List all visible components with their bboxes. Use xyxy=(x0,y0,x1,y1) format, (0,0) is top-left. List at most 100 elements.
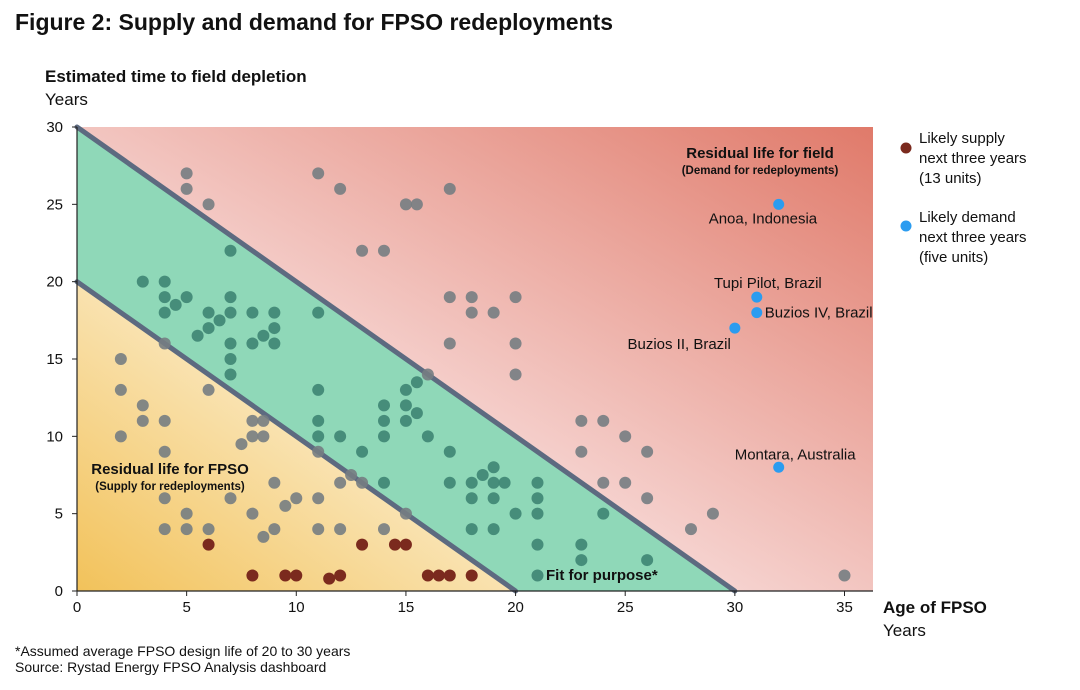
demand-point xyxy=(773,198,785,210)
fpso-point xyxy=(257,414,270,427)
fpso-point xyxy=(158,291,171,304)
fpso-point xyxy=(597,414,610,427)
fpso-point xyxy=(312,306,325,319)
fpso-point xyxy=(257,329,270,342)
fpso-point xyxy=(531,476,544,489)
fpso-point xyxy=(202,306,215,319)
fpso-point xyxy=(224,306,237,319)
fpso-point xyxy=(158,337,171,350)
supply-point xyxy=(279,569,292,582)
fpso-point xyxy=(619,430,632,443)
supply-point xyxy=(443,569,456,582)
fpso-point xyxy=(531,492,544,505)
legend-marker-supply xyxy=(900,142,912,154)
fpso-point xyxy=(410,198,423,211)
fpso-point xyxy=(706,507,719,520)
fpso-point xyxy=(114,430,127,443)
fpso-point xyxy=(158,275,171,288)
fpso-point xyxy=(268,306,281,319)
fpso-point xyxy=(202,198,215,211)
footnote: *Assumed average FPSO design life of 20 … xyxy=(15,643,350,659)
fpso-point xyxy=(268,322,281,335)
fpso-point xyxy=(377,399,390,412)
fpso-point xyxy=(312,167,325,180)
fpso-point xyxy=(377,476,390,489)
fpso-point xyxy=(235,438,248,451)
x-tick-label: 0 xyxy=(73,599,81,616)
fpso-point xyxy=(224,492,237,505)
fpso-point xyxy=(410,376,423,389)
demand-point xyxy=(729,322,741,334)
fpso-point xyxy=(114,353,127,365)
fpso-point xyxy=(158,414,171,427)
fpso-point xyxy=(487,492,500,505)
x-tick-label: 35 xyxy=(836,599,853,616)
fpso-point xyxy=(487,476,500,489)
fpso-point xyxy=(597,507,610,520)
fpso-point xyxy=(180,507,193,520)
fpso-point xyxy=(136,414,149,427)
fpso-point xyxy=(246,414,259,427)
supply-point xyxy=(202,538,215,551)
demand-point-label: Buzios IV, Brazil xyxy=(765,305,873,322)
fpso-point xyxy=(684,523,697,536)
fpso-point xyxy=(158,306,171,319)
region-label-band: Fit for purpose* xyxy=(546,567,658,584)
fpso-point xyxy=(465,306,478,319)
demand-point-label: Montara, Australia xyxy=(735,446,857,463)
fpso-point xyxy=(213,314,226,327)
legend-label-supply-1: Likely supply xyxy=(919,130,1005,147)
supply-point xyxy=(432,569,445,582)
fpso-point xyxy=(246,306,259,319)
x-tick-label: 25 xyxy=(617,599,634,616)
y-tick-label: 5 xyxy=(55,506,63,523)
fpso-point xyxy=(180,182,193,195)
y-tick-label: 30 xyxy=(46,119,63,136)
fpso-point xyxy=(509,337,522,350)
fpso-point xyxy=(399,399,412,412)
x-tick-label: 15 xyxy=(398,599,415,616)
fpso-point xyxy=(421,430,434,443)
fpso-point xyxy=(158,492,171,505)
legend-label-demand-1: Likely demand xyxy=(919,209,1016,226)
fpso-point xyxy=(312,492,325,505)
source-note: Source: Rystad Energy FPSO Analysis dash… xyxy=(15,659,326,675)
x-tick-label: 10 xyxy=(288,599,305,616)
fpso-point xyxy=(257,430,270,443)
supply-point xyxy=(290,569,303,582)
fpso-point xyxy=(114,383,127,396)
fpso-point xyxy=(531,569,544,582)
fpso-point xyxy=(443,445,456,458)
fpso-point xyxy=(246,337,259,350)
supply-point xyxy=(421,569,434,582)
fpso-point xyxy=(202,322,215,335)
fpso-point xyxy=(575,554,588,567)
fpso-point xyxy=(509,368,522,381)
supply-point xyxy=(334,569,347,582)
boundary-line-1 xyxy=(74,279,519,594)
fpso-point xyxy=(290,492,303,505)
fpso-point xyxy=(268,337,281,350)
legend: Likely supply next three years (13 units… xyxy=(900,130,1027,266)
fpso-point xyxy=(465,476,478,489)
fpso-point xyxy=(334,476,347,489)
y-axis-title: Estimated time to field depletion xyxy=(45,67,307,86)
fpso-point xyxy=(443,337,456,350)
fpso-point xyxy=(443,182,456,195)
fpso-point xyxy=(224,291,237,304)
fpso-point xyxy=(377,523,390,536)
fpso-point xyxy=(180,167,193,180)
region-label-field: Residual life for field xyxy=(686,145,834,162)
fpso-point xyxy=(575,414,588,427)
fpso-point xyxy=(641,492,654,505)
fpso-point xyxy=(169,298,182,311)
fpso-point xyxy=(312,414,325,427)
supply-point xyxy=(399,538,412,551)
region-sublabel-fpso: (Supply for redeployments) xyxy=(95,481,245,493)
fpso-point xyxy=(399,507,412,520)
supply-point xyxy=(465,569,478,582)
fpso-point xyxy=(465,291,478,304)
fpso-point xyxy=(509,507,522,520)
fpso-point xyxy=(531,538,544,551)
fpso-point xyxy=(158,445,171,458)
